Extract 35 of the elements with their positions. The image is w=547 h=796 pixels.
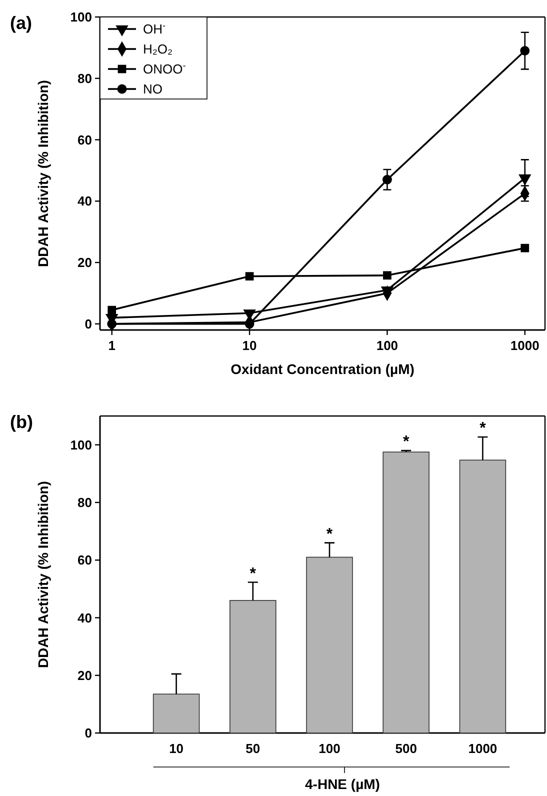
- annotation: *: [326, 526, 334, 543]
- legend-label: ONOO$^{-}$: [143, 60, 186, 77]
- y-axis-title: DDAH Activity (% Inhibition): [35, 80, 51, 267]
- x-tick-label: 1000: [510, 338, 540, 353]
- annotation: *: [480, 420, 487, 438]
- y-tick-label: 40: [78, 194, 92, 209]
- y-tick-label: 0: [84, 726, 92, 741]
- x-tick-label: 10: [242, 338, 257, 353]
- x-tick-label: 50: [246, 741, 260, 756]
- y-tick-label: 20: [78, 668, 92, 683]
- y-tick-label: 60: [78, 552, 92, 568]
- legend-label: NO: [143, 82, 162, 97]
- x-tick-label: 100: [318, 741, 340, 756]
- y-tick-label: 60: [78, 132, 92, 148]
- x-tick-label: 500: [395, 741, 417, 756]
- x-tick-label: 1000: [468, 741, 498, 756]
- annotation: *: [250, 565, 257, 582]
- chart-title: (b): [10, 412, 33, 432]
- legend-label: OH$^{-}$: [143, 20, 166, 37]
- y-tick-label: 80: [78, 495, 92, 510]
- x-axis-title: Oxidant Concentration (µM): [230, 361, 414, 377]
- x-axis-title: 4-HNE (µM): [305, 776, 380, 792]
- y-tick-label: 100: [70, 10, 92, 25]
- x-tick-label: 10: [169, 741, 184, 756]
- y-tick-label: 40: [78, 610, 92, 626]
- y-axis-title: DDAH Activity (% Inhibition): [35, 481, 51, 668]
- x-tick-label: 100: [376, 338, 398, 353]
- chart-title: (a): [10, 13, 32, 33]
- annotation: *: [402, 434, 410, 451]
- y-tick-label: 0: [84, 316, 92, 332]
- y-tick-label: 100: [70, 437, 92, 452]
- x-tick-label: 1: [108, 338, 116, 353]
- y-tick-label: 80: [78, 70, 92, 86]
- legend-label: H₂O₂: [143, 42, 173, 57]
- y-tick-label: 20: [78, 255, 92, 270]
